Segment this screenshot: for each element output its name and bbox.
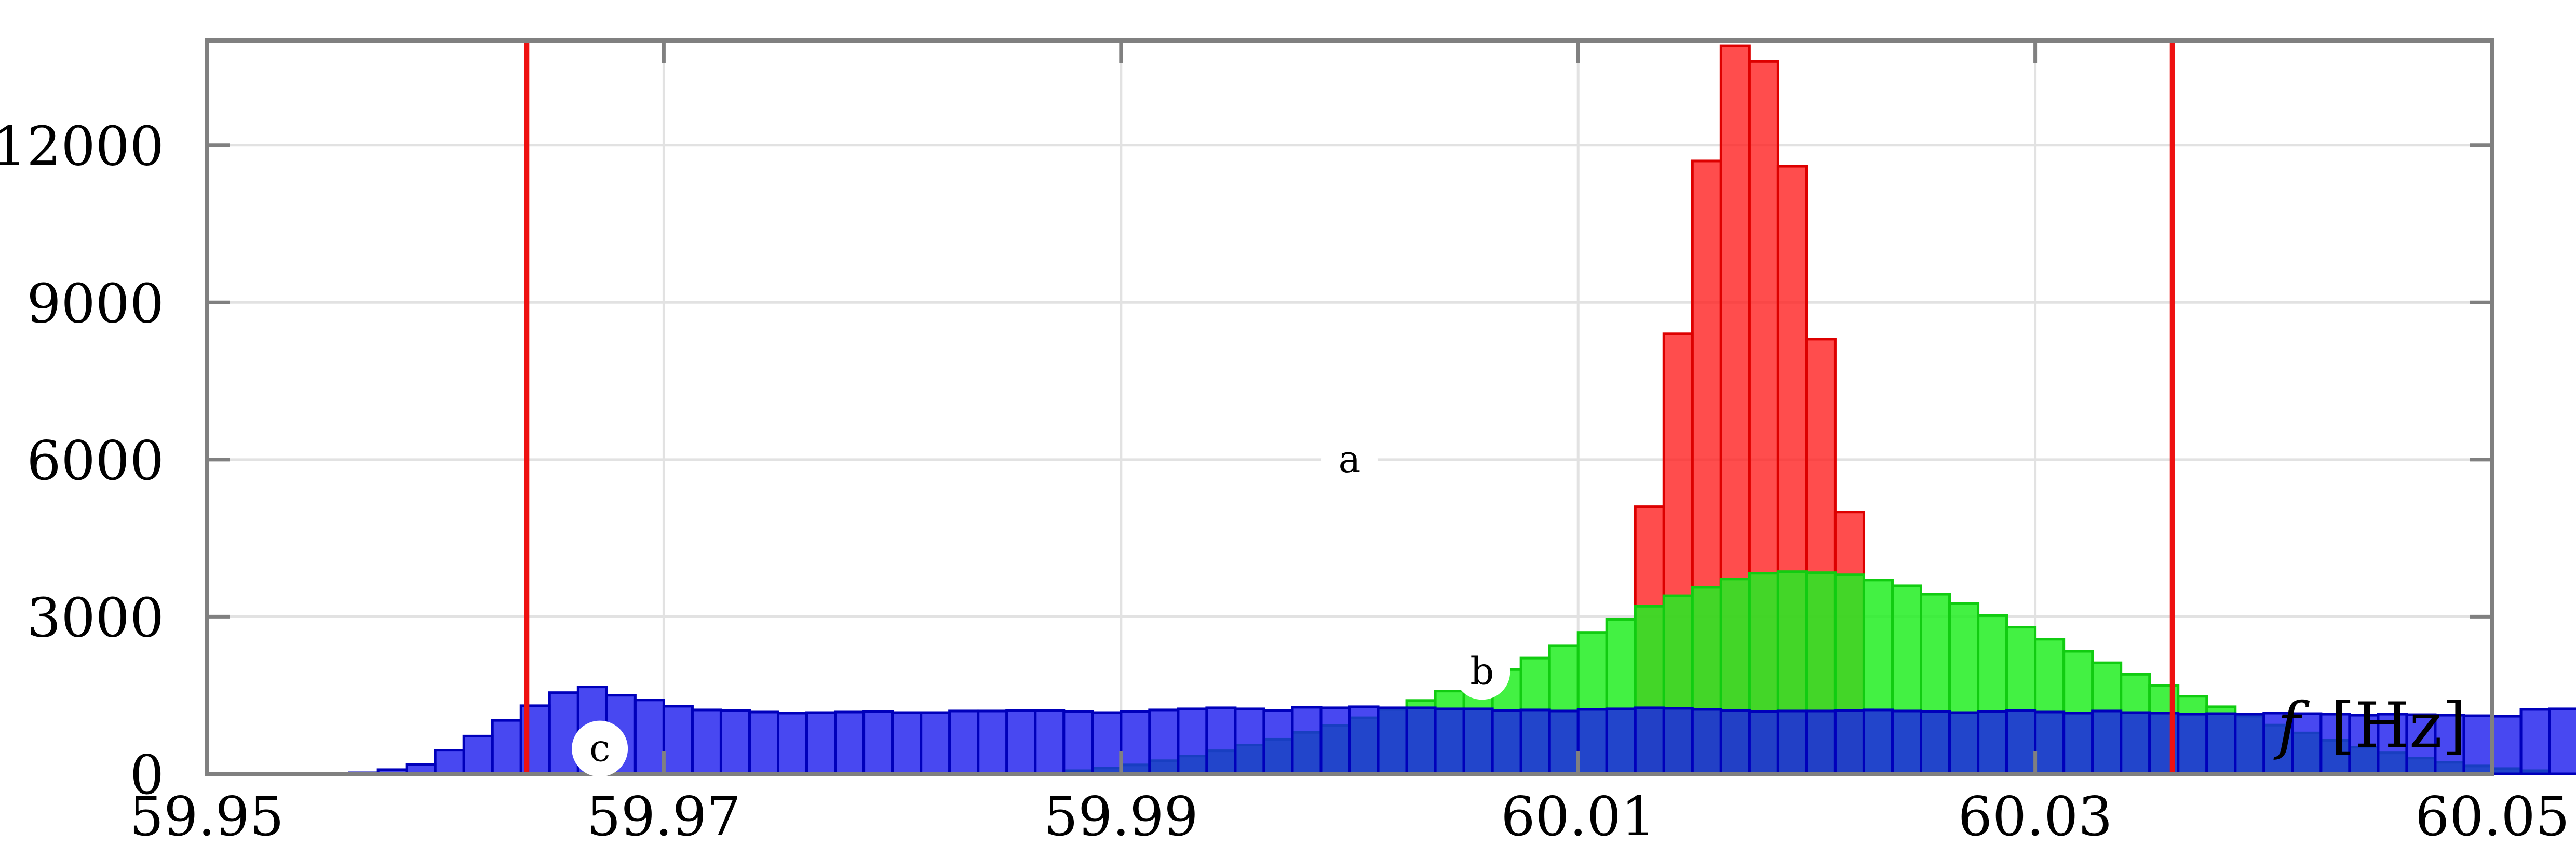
bar-c [1833, 709, 1865, 775]
bar-c [920, 711, 951, 775]
histogram-series [348, 44, 2576, 775]
bar-c [2462, 714, 2494, 775]
x-axis-label: f [Hz] [2273, 690, 2466, 762]
bar-c [2405, 713, 2437, 775]
grid-lines [207, 41, 2492, 774]
bar-c [1234, 707, 1265, 775]
bar-c [1605, 707, 1637, 775]
bar-c [2348, 714, 2380, 775]
series-marker-b [1454, 643, 1510, 700]
bar-c [691, 708, 722, 775]
bar-c [1862, 708, 1894, 775]
bar-c [1719, 709, 1751, 775]
bar-c [1177, 707, 1208, 775]
bar-c [777, 712, 808, 775]
bar-c [491, 719, 522, 775]
series-markers: a b c [572, 431, 1510, 777]
bar-c [948, 709, 980, 775]
bar-c [1948, 711, 1980, 775]
bar-c [662, 705, 694, 775]
bar-c [1120, 710, 1151, 775]
bar-c [1748, 710, 1779, 775]
x-tick-label: 59.97 [587, 785, 741, 848]
bar-c [1920, 710, 1951, 775]
bar-c [2491, 715, 2523, 775]
x-tick-label: 60.01 [1501, 785, 1655, 848]
series-marker-label: a [1339, 437, 1361, 481]
bar-c [1805, 709, 1837, 775]
x-tick-label: 60.05 [2415, 785, 2570, 848]
x-axis-unit: [Hz] [2330, 690, 2466, 762]
x-tick-label: 59.95 [129, 785, 284, 848]
bar-c [548, 691, 579, 775]
bar-c [2120, 711, 2151, 775]
bar-c [1662, 707, 1694, 775]
bar-c [1691, 708, 1722, 775]
bar-c [1405, 706, 1437, 775]
bar-c [977, 709, 1008, 775]
bar-c [1262, 709, 1294, 775]
bar-c [2205, 712, 2237, 775]
y-tick-label: 9000 [26, 272, 164, 335]
bar-c [834, 710, 866, 775]
bar-c [434, 749, 465, 775]
bar-c [1776, 709, 1808, 775]
bar-c [1576, 708, 1608, 775]
bar-c [1462, 707, 1494, 775]
bar-c [462, 734, 494, 775]
bar-c [2091, 709, 2123, 775]
bar-c [1205, 706, 1237, 775]
series-marker-a [1321, 431, 1378, 488]
bar-c [1634, 706, 1665, 775]
series-marker-label: c [589, 727, 610, 770]
bar-c [1148, 708, 1180, 775]
bar-c [1977, 710, 2008, 775]
bar-c [1062, 710, 1094, 775]
bar-c [2548, 707, 2576, 775]
series-marker-label: b [1470, 649, 1494, 693]
series-c [348, 686, 2576, 775]
bar-c [2062, 712, 2094, 775]
x-tick-label: 60.03 [1958, 785, 2113, 848]
bar-c [1519, 708, 1551, 775]
series-marker-c [572, 720, 628, 777]
y-tick-label: 12000 [0, 115, 164, 178]
bar-c [1034, 709, 1066, 775]
bar-c [805, 711, 837, 775]
bar-c [1491, 709, 1522, 775]
bar-c [2519, 708, 2551, 775]
bar-c [633, 699, 665, 775]
bar-c [1005, 709, 1037, 775]
bar-c [2234, 713, 2265, 775]
y-tick-label: 3000 [26, 586, 164, 649]
bar-c [2034, 710, 2066, 775]
bar-c [719, 709, 751, 775]
bar-c [1348, 705, 1380, 775]
plot-frame [205, 38, 2494, 776]
x-axis-symbol: f [2273, 690, 2310, 762]
x-tick-label: 59.99 [1044, 785, 1198, 848]
bar-c [1319, 706, 1351, 775]
bar-c [1091, 711, 1123, 775]
bar-c [1434, 707, 1465, 775]
bar-c [862, 710, 894, 775]
bar-c [891, 711, 923, 775]
y-tick-label: 6000 [26, 429, 164, 492]
threshold-lines [524, 41, 2175, 774]
bar-c [1377, 706, 1408, 775]
bar-c [1291, 706, 1323, 775]
bar-c [2177, 713, 2208, 775]
bar-c [1548, 709, 1580, 775]
axis-ticks: 59.95 59.97 59.99 60.01 60.03 60.05 0 3000 6000 9… [0, 41, 2570, 848]
bar-c [1891, 709, 1923, 775]
y-tick-label: 0 [130, 743, 164, 807]
bar-c [748, 710, 779, 775]
bar-c [2005, 709, 2037, 775]
